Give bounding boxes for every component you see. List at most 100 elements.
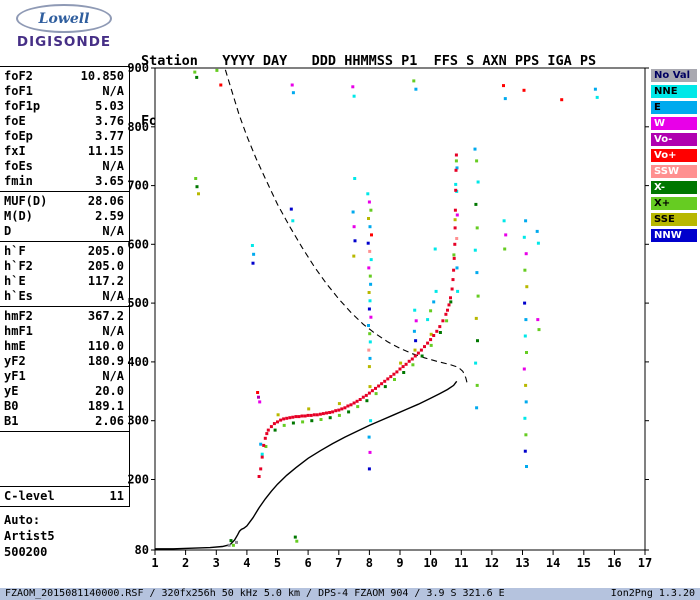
scaled-parameters-panel: foF2 10.850 foF1 N/A foF1p 5.03 foE 3.76 foEp 3.7… <box>0 66 130 507</box>
legend-entry-vo+: Vo+ <box>651 149 697 162</box>
param-row-b1: B1 2.06 <box>0 414 129 429</box>
param-value: 5.03 <box>95 99 124 113</box>
param-label: yF2 <box>4 354 26 368</box>
param-row-clevel: C-level 11 <box>0 489 129 504</box>
param-row-foe: foE 3.76 <box>0 114 129 129</box>
legend-entry-x-: X- <box>651 181 697 194</box>
param-row-hf: h`F 205.0 <box>0 244 129 259</box>
svg-text:600: 600 <box>127 237 149 251</box>
param-value: 28.06 <box>87 194 124 208</box>
param-value: 10.850 <box>80 69 124 83</box>
svg-text:1: 1 <box>151 556 158 570</box>
param-label: h`F <box>4 244 26 258</box>
legend-entry-vo-: Vo- <box>651 133 697 146</box>
svg-text:11: 11 <box>454 556 468 570</box>
param-row-fof2: foF2 10.850 <box>0 69 129 84</box>
svg-text:8: 8 <box>366 556 373 570</box>
svg-text:3: 3 <box>213 556 220 570</box>
svg-text:7: 7 <box>335 556 342 570</box>
lowell-logo-oval: Lowell <box>16 4 112 33</box>
param-value: 11.15 <box>87 144 124 158</box>
lowell-digisonde-logo: Lowell DIGISONDE <box>8 4 120 50</box>
svg-text:10: 10 <box>423 556 437 570</box>
param-row-fof1p: foF1p 5.03 <box>0 99 129 114</box>
param-row-b0: B0 189.1 <box>0 399 129 414</box>
param-row-foep: foEp 3.77 <box>0 129 129 144</box>
param-value: 367.2 <box>87 309 124 323</box>
param-row-ye: yE 20.0 <box>0 384 129 399</box>
param-label: fxI <box>4 144 26 158</box>
param-value: 3.77 <box>95 129 124 143</box>
logo-digisonde-text: DIGISONDE <box>16 34 112 50</box>
param-row-hme: hmE 110.0 <box>0 339 129 354</box>
param-value: 110.0 <box>87 339 124 353</box>
legend-entry-sse: SSE <box>651 213 697 226</box>
status-file-info: FZAOM_2015081140000.RSF / 320fx256h 50 k… <box>5 588 505 599</box>
parameter-groups: foF2 10.850 foF1 N/A foF1p 5.03 foE 3.76 foEp 3.7… <box>0 67 129 507</box>
param-value: 180.9 <box>87 354 124 368</box>
param-row-yf1: yF1 N/A <box>0 369 129 384</box>
legend-entry-nnw: NNW <box>651 229 697 242</box>
legend-entry-nne: NNE <box>651 85 697 98</box>
param-row-hmf1: hmF1 N/A <box>0 324 129 339</box>
logo-lowell-text: Lowell <box>38 10 90 27</box>
status-bar: FZAOM_2015081140000.RSF / 320fx256h 50 k… <box>0 588 700 600</box>
param-row-fxi: fxI 11.15 <box>0 144 129 159</box>
param-label: h`F2 <box>4 259 33 273</box>
param-row-mufd: MUF(D) 28.06 <box>0 194 129 209</box>
param-value: N/A <box>102 289 124 303</box>
svg-text:4: 4 <box>243 556 250 570</box>
param-label: h`Es <box>4 289 33 303</box>
param-value: 205.0 <box>87 244 124 258</box>
param-label: B0 <box>4 399 19 413</box>
svg-text:200: 200 <box>127 473 149 487</box>
svg-text:400: 400 <box>127 355 149 369</box>
param-row-fof1: foF1 N/A <box>0 84 129 99</box>
param-row-he: h`E 117.2 <box>0 274 129 289</box>
legend-entry-x+: X+ <box>651 197 697 210</box>
param-label: B1 <box>4 414 19 428</box>
param-label: hmE <box>4 339 26 353</box>
svg-text:17: 17 <box>638 556 652 570</box>
param-value: 3.65 <box>95 174 124 188</box>
autoscaling-info: Auto: Artist5 500200 <box>4 512 55 560</box>
svg-text:700: 700 <box>127 179 149 193</box>
param-footer-line: Artist5 <box>4 529 55 543</box>
svg-text:14: 14 <box>546 556 560 570</box>
param-label: MUF(D) <box>4 194 48 208</box>
svg-text:5: 5 <box>274 556 281 570</box>
param-label: foE <box>4 114 26 128</box>
param-value: N/A <box>102 159 124 173</box>
param-label: foF1p <box>4 99 41 113</box>
svg-text:80: 80 <box>135 543 149 557</box>
param-value: N/A <box>102 84 124 98</box>
param-row-hmf2: hmF2 367.2 <box>0 309 129 324</box>
param-label: hmF2 <box>4 309 33 323</box>
echo-color-legend: No Val NNE E W Vo- Vo+ SSW X- X+ SSE NNW <box>651 69 697 245</box>
svg-text:6: 6 <box>304 556 311 570</box>
status-version: Ion2Png 1.3.20 <box>610 588 695 599</box>
param-value: 2.06 <box>95 414 124 428</box>
param-row-d: D N/A <box>0 224 129 239</box>
header-columns-line: Station YYYY DAY DDD HHMMSS P1 FFS S AXN… <box>141 53 597 69</box>
svg-text:13: 13 <box>515 556 529 570</box>
param-value: N/A <box>102 324 124 338</box>
svg-text:9: 9 <box>396 556 403 570</box>
param-row-yf2: yF2 180.9 <box>0 354 129 369</box>
param-value: 20.0 <box>95 384 124 398</box>
svg-text:2: 2 <box>182 556 189 570</box>
param-value: N/A <box>102 369 124 383</box>
legend-entry-ssw: SSW <box>651 165 697 178</box>
param-label: foEp <box>4 129 33 143</box>
legend-entry-w: W <box>651 117 697 130</box>
param-label: D <box>4 224 12 238</box>
param-label: foF2 <box>4 69 33 83</box>
param-label: h`E <box>4 274 26 288</box>
param-value: 11 <box>109 489 124 503</box>
param-footer-line: 500200 <box>4 545 48 559</box>
svg-text:900: 900 <box>127 61 149 75</box>
param-row-foes: foEs N/A <box>0 159 129 174</box>
param-row-md: M(D) 2.59 <box>0 209 129 224</box>
